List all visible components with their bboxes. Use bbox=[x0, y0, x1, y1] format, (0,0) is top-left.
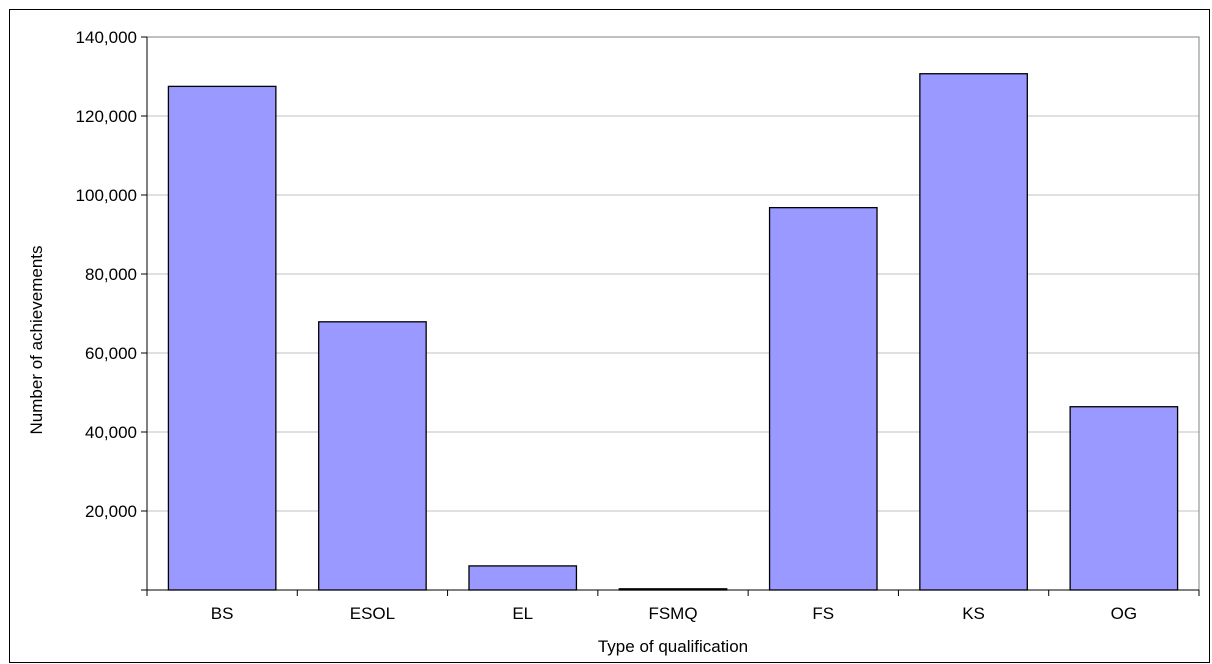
y-tick-label: 120,000 bbox=[76, 107, 137, 126]
x-tick-label: BS bbox=[211, 604, 234, 623]
x-axis-title: Type of qualification bbox=[598, 637, 748, 656]
bar-ks bbox=[919, 73, 1028, 591]
x-tick-label: EL bbox=[512, 604, 533, 623]
x-tick-label: ESOL bbox=[350, 604, 395, 623]
bar-fs bbox=[768, 206, 878, 591]
gridlines bbox=[147, 36, 1199, 512]
bar-bs bbox=[167, 85, 277, 591]
x-tick-label: KS bbox=[962, 604, 985, 623]
y-tick-label: 40,000 bbox=[85, 423, 137, 442]
x-tick-label: OG bbox=[1111, 604, 1137, 623]
bar-el bbox=[468, 565, 578, 591]
x-axis-ticks: BS ESOL EL FSMQ FS KS OG bbox=[146, 589, 1200, 623]
x-tick-label: FS bbox=[812, 604, 834, 623]
y-tick-label: 20,000 bbox=[85, 502, 137, 521]
plot-area bbox=[146, 36, 1200, 591]
y-axis-ticks: 20,000 40,000 60,000 80,000 100,000 120,000 14… bbox=[76, 28, 148, 591]
x-tick-label: FSMQ bbox=[648, 604, 697, 623]
y-tick-label: 80,000 bbox=[85, 265, 137, 284]
y-axis-title: Number of achievements bbox=[27, 246, 46, 435]
y-tick-label: 100,000 bbox=[76, 186, 137, 205]
bars bbox=[167, 73, 1179, 591]
y-tick-label: 140,000 bbox=[76, 28, 137, 47]
y-tick-label: 60,000 bbox=[85, 344, 137, 363]
bar-esol bbox=[318, 321, 427, 591]
bar-og bbox=[1069, 406, 1179, 591]
